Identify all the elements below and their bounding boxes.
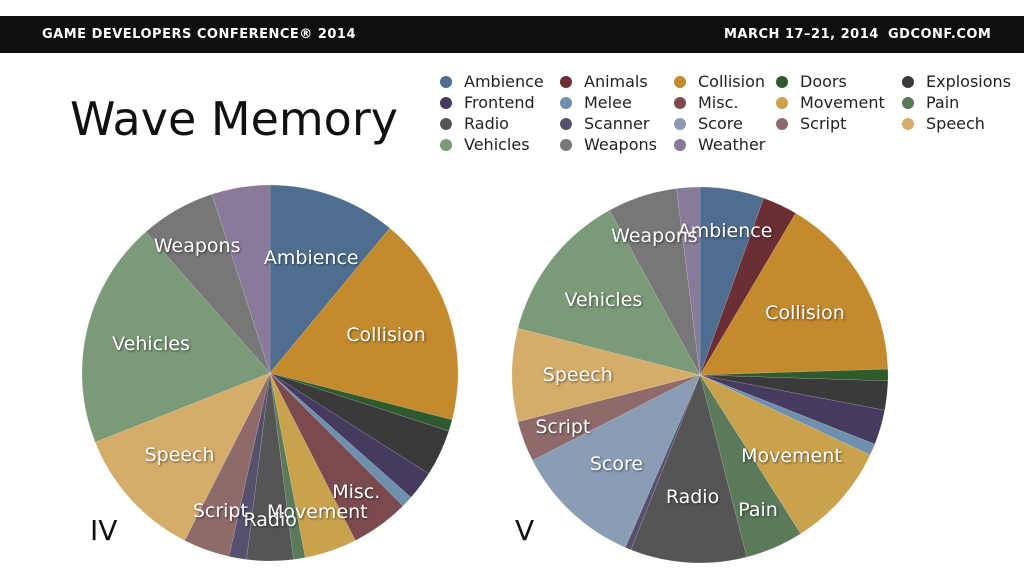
legend-swatch-melee [560, 97, 572, 109]
legend-label-doors: Doors [800, 72, 847, 91]
pie-slice-speech [511, 327, 701, 423]
pie-slice-pain [699, 374, 802, 558]
pie-caption-iv: IV [90, 514, 118, 547]
pie-slice-speech [94, 372, 271, 541]
pie-slice-script [184, 372, 271, 557]
banner-dates: MARCH 17–21, 2014 [724, 27, 879, 42]
legend-swatch-weapons [560, 139, 572, 151]
legend-swatch-weather [674, 139, 686, 151]
legend-label-weapons: Weapons [584, 135, 657, 154]
legend-label-frontend: Frontend [464, 93, 535, 112]
pie-slice-script [517, 374, 701, 461]
pie-svg-0 [81, 184, 459, 562]
pie-caption-v: V [515, 514, 535, 547]
pie-slice-pain [269, 372, 306, 560]
legend-label-weather: Weather [698, 135, 766, 154]
legend-swatch-speech [902, 118, 914, 130]
pie-slice-score [532, 374, 701, 548]
pie-slice-frontend [699, 374, 885, 445]
pie-slice-radio [246, 372, 294, 562]
pie-label-script: Script [192, 499, 248, 522]
pie-slice-vehicles [517, 209, 701, 376]
legend-label-explosions: Explosions [926, 72, 1012, 91]
banner-website: GDCONF.COM [888, 27, 992, 42]
pie-label-script: Script [535, 415, 591, 438]
legend-swatch-scanner [560, 118, 572, 130]
legend-label-vehicles: Vehicles [464, 135, 530, 154]
legend-swatch-doors [776, 76, 788, 88]
legend-swatch-misc [674, 97, 686, 109]
legend-swatch-collision [674, 76, 686, 88]
legend-swatch-ambience [440, 76, 452, 88]
pie-label-radio: Radio [665, 485, 720, 508]
legend-swatch-score [674, 118, 686, 130]
pie-label-movement: Movement [266, 500, 368, 523]
pie-slice-vehicles [81, 231, 271, 443]
legend-label-animals: Animals [584, 72, 648, 91]
pie-slice-explosions [699, 374, 889, 411]
pie-slice-melee [269, 372, 412, 507]
legend-label-melee: Melee [584, 93, 632, 112]
pie-slice-weather [211, 184, 271, 374]
banner-conference-name: GAME DEVELOPERS CONFERENCE® 2014 [42, 27, 356, 42]
pie-label-collision: Collision [765, 301, 845, 324]
legend-label-collision: Collision [698, 72, 766, 91]
pie-slice-weapons [609, 188, 701, 376]
pie-svg-1 [511, 186, 889, 564]
legend-label-movement: Movement [800, 93, 885, 112]
pie-slice-movement [699, 374, 871, 535]
pie-chart-iv: Ambience Collision Misc. Movement Radio Scrip… [80, 183, 460, 563]
legend-swatch-pain [902, 97, 914, 109]
pie-slice-explosions [269, 372, 450, 475]
slide-title: Wave Memory [70, 92, 398, 146]
legend-label-script: Script [800, 114, 847, 133]
pie-label-vehicles: Vehicles [564, 289, 643, 312]
pie-label-radio: Radio [243, 508, 297, 531]
pie-label-speech: Speech [144, 444, 215, 467]
pie-label-movement: Movement [741, 444, 842, 467]
pie-chart-v: Ambience Collision Movement Pain Radio Score S… [510, 185, 890, 565]
pie-slice-animals [699, 197, 797, 376]
pie-label-weapons: Weapons [611, 224, 698, 247]
pie-slice-movement [269, 372, 356, 558]
pie-slice-doors [699, 368, 889, 382]
pie-slice-weapons [145, 193, 271, 374]
legend-swatch-animals [560, 76, 572, 88]
legend-label-ambience: Ambience [464, 72, 544, 91]
legend-swatch-frontend [440, 97, 452, 109]
legend-swatch-script [776, 118, 788, 130]
legend-label-scanner: Scanner [584, 114, 650, 133]
pie-slice-ambience [269, 184, 391, 374]
pie-label-collision: Collision [346, 324, 426, 347]
pie-slice-scanner [625, 374, 701, 551]
pie-slice-ambience [699, 186, 764, 376]
legend-label-misc: Misc. [698, 93, 739, 112]
pie-label-score: Score [589, 453, 644, 476]
legend-label-pain: Pain [926, 93, 960, 112]
pie-slice-collision [269, 227, 459, 421]
pie-slice-radio [630, 374, 748, 564]
pie-slice-scanner [228, 372, 271, 560]
legend-swatch-explosions [902, 76, 914, 88]
legend-swatch-radio [440, 118, 452, 130]
pie-slice-misc [269, 372, 404, 541]
legend-label-score: Score [698, 114, 743, 133]
pie-label-weapons: Weapons [153, 234, 241, 257]
legend-swatch-movement [776, 97, 788, 109]
pie-label-pain: Pain [738, 498, 778, 521]
legend-label-speech: Speech [926, 114, 985, 133]
pie-slice-doors [269, 372, 453, 432]
pie-label-speech: Speech [542, 364, 613, 386]
pie-label-misc: Misc. [332, 480, 381, 503]
pie-slice-weather [676, 186, 701, 376]
pie-label-ambience: Ambience [263, 247, 359, 270]
pie-label-ambience: Ambience [677, 219, 773, 242]
pie-slice-collision [699, 212, 889, 376]
conference-banner: GAME DEVELOPERS CONFERENCE® 2014 MARCH 1… [0, 16, 1024, 53]
pie-label-vehicles: Vehicles [112, 333, 191, 356]
legend-swatch-vehicles [440, 139, 452, 151]
pie-slice-melee [699, 374, 876, 456]
pie-slice-frontend [269, 372, 430, 498]
legend-label-radio: Radio [464, 114, 509, 133]
